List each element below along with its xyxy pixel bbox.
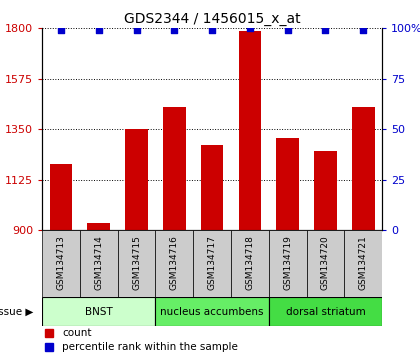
Bar xyxy=(352,107,375,230)
Bar xyxy=(163,107,186,230)
Bar xyxy=(118,230,155,297)
Title: GDS2344 / 1456015_x_at: GDS2344 / 1456015_x_at xyxy=(124,12,300,26)
Bar xyxy=(42,230,80,297)
Bar xyxy=(125,129,148,230)
Text: count: count xyxy=(63,328,92,338)
Bar xyxy=(276,138,299,230)
Bar xyxy=(155,297,269,326)
Text: GSM134719: GSM134719 xyxy=(283,235,292,290)
Point xyxy=(360,28,367,33)
Bar xyxy=(42,297,155,326)
Point xyxy=(58,28,64,33)
Bar xyxy=(314,150,337,230)
Text: GSM134718: GSM134718 xyxy=(245,235,255,290)
Bar xyxy=(307,230,344,297)
Text: dorsal striatum: dorsal striatum xyxy=(286,307,365,316)
Bar xyxy=(193,230,231,297)
Point xyxy=(284,28,291,33)
Bar xyxy=(344,230,382,297)
Point xyxy=(95,28,102,33)
Bar xyxy=(50,164,72,230)
Bar xyxy=(87,223,110,230)
Point xyxy=(209,28,215,33)
Bar xyxy=(80,230,118,297)
Point xyxy=(247,25,253,31)
Text: GSM134716: GSM134716 xyxy=(170,235,179,290)
Text: percentile rank within the sample: percentile rank within the sample xyxy=(63,342,238,352)
Text: GSM134720: GSM134720 xyxy=(321,235,330,290)
Bar xyxy=(201,145,223,230)
Text: GSM134714: GSM134714 xyxy=(94,235,103,290)
Text: GSM134715: GSM134715 xyxy=(132,235,141,290)
Point xyxy=(171,28,178,33)
Text: GSM134721: GSM134721 xyxy=(359,235,368,290)
Text: nucleus accumbens: nucleus accumbens xyxy=(160,307,264,316)
Bar xyxy=(239,30,261,230)
Text: GSM134717: GSM134717 xyxy=(207,235,217,290)
Point xyxy=(133,28,140,33)
Bar xyxy=(231,230,269,297)
Text: tissue ▶: tissue ▶ xyxy=(0,307,34,316)
Bar xyxy=(269,230,307,297)
Bar xyxy=(155,230,193,297)
Point xyxy=(322,28,329,33)
Bar xyxy=(269,297,382,326)
Text: BNST: BNST xyxy=(85,307,113,316)
Text: GSM134713: GSM134713 xyxy=(56,235,66,290)
